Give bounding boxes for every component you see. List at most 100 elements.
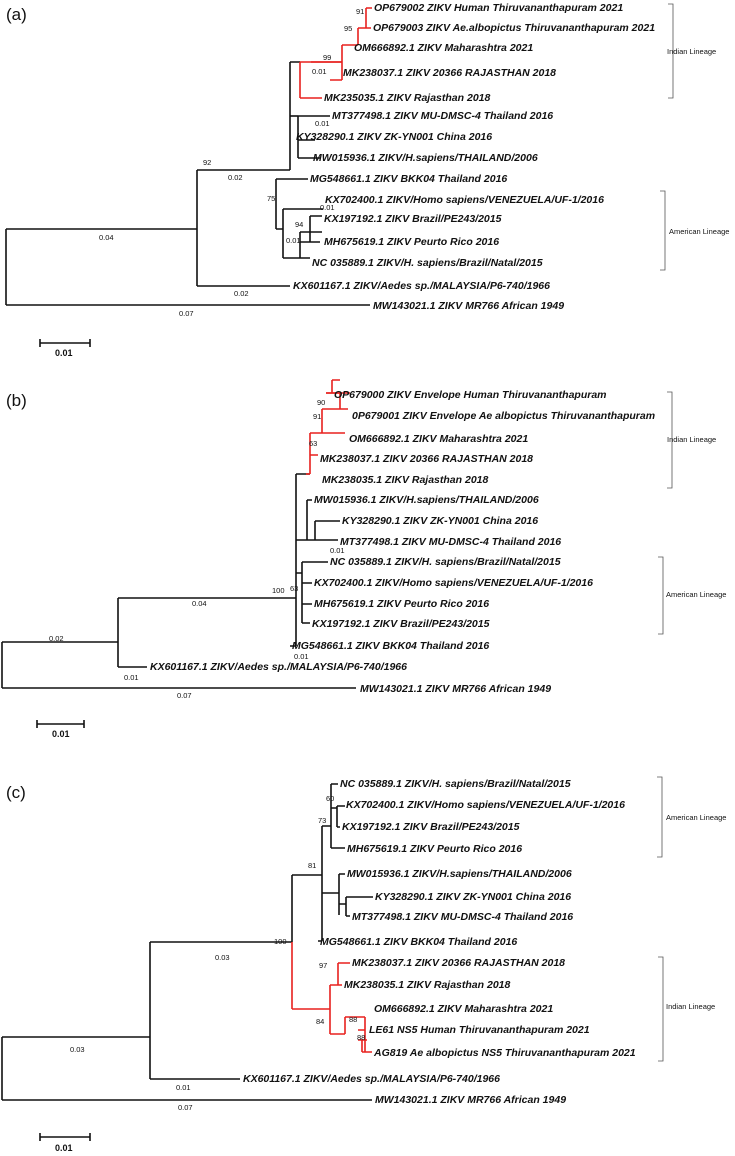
bootstrap-value: 94 xyxy=(295,220,303,229)
tip-label: OP679002 ZIKV Human Thiruvananthapuram 2… xyxy=(374,2,623,14)
panel-c: (c) NC 035889.1 ZIKV/H. sapiens/Brazil/N… xyxy=(1,776,726,1153)
tip-label: NC 035889.1 ZIKV/H. sapiens/Brazil/Natal… xyxy=(330,556,561,568)
tip-label: MT377498.1 ZIKV MU-DMSC-4 Thailand 2016 xyxy=(352,911,573,923)
lineage-bracket xyxy=(657,776,663,858)
tip-label: KX601167.1 ZIKV/Aedes sp./MALAYSIA/P6-74… xyxy=(293,280,550,292)
bootstrap-value: 97 xyxy=(319,961,327,970)
branch-length: 0.01 xyxy=(315,119,330,128)
branch-length: 0.01 xyxy=(286,236,301,245)
panel-a-label: (a) xyxy=(6,5,27,24)
lineage-label: Indian Lineage xyxy=(667,47,716,56)
tip-label: OP679000 ZIKV Envelope Human Thiruvanant… xyxy=(334,389,607,401)
tip-label: MH675619.1 ZIKV Peurto Rico 2016 xyxy=(314,598,489,610)
tip-label: 0P679001 ZIKV Envelope Ae albopictus Thi… xyxy=(352,410,655,422)
bootstrap-value: 91 xyxy=(356,7,364,16)
branch-length: 0.01 xyxy=(124,673,139,682)
scale-bar-label: 0.01 xyxy=(55,1143,73,1153)
branch-length: 0.01 xyxy=(330,546,345,555)
scale-bar xyxy=(39,339,91,347)
branch-length: 0.01 xyxy=(176,1083,191,1092)
tip-label: MG548661.1 ZIKV BKK04 Thailand 2016 xyxy=(310,173,507,185)
tip-label: AG819 Ae albopictus NS5 Thiruvananthapur… xyxy=(373,1047,636,1059)
panel-c-label: (c) xyxy=(6,783,26,802)
tip-label: MW143021.1 ZIKV MR766 African 1949 xyxy=(375,1094,566,1106)
scale-bar-label: 0.01 xyxy=(52,729,70,739)
tip-label: OM666892.1 ZIKV Maharashtra 2021 xyxy=(374,1003,553,1015)
tip-label: MW143021.1 ZIKV MR766 African 1949 xyxy=(360,683,551,695)
tip-label: KX601167.1 ZIKV/Aedes sp./MALAYSIA/P6-74… xyxy=(243,1073,500,1085)
lineage-bracket xyxy=(667,391,673,489)
tip-label: MK238035.1 ZIKV Rajasthan 2018 xyxy=(322,474,488,486)
panel-b: (b) OP679000 ZIKV Envelope Human Thiruva… xyxy=(1,379,726,739)
lineage-bracket xyxy=(658,556,664,635)
branch-length: 0.02 xyxy=(49,634,64,643)
tip-label: KX702400.1 ZIKV/Homo sapiens/VENEZUELA/U… xyxy=(314,577,593,589)
tip-label: MG548661.1 ZIKV BKK04 Thailand 2016 xyxy=(292,640,489,652)
tip-label: NC 035889.1 ZIKV/H. sapiens/Brazil/Natal… xyxy=(340,778,571,790)
tip-label: MT377498.1 ZIKV MU-DMSC-4 Thailand 2016 xyxy=(340,536,561,548)
bootstrap-value: 99 xyxy=(323,53,331,62)
tip-label: KX601167.1 ZIKV/Aedes sp./MALAYSIA/P6-74… xyxy=(150,661,407,673)
scale-bar-label: 0.01 xyxy=(55,348,73,358)
branch-length: 0.07 xyxy=(178,1103,193,1112)
branch-length: 0.07 xyxy=(177,691,192,700)
tip-label: KY328290.1 ZIKV ZK-YN001 China 2016 xyxy=(342,515,538,527)
tip-label: MW143021.1 ZIKV MR766 African 1949 xyxy=(373,300,564,312)
bootstrap-value: 92 xyxy=(203,158,211,167)
branch-length: 0.01 xyxy=(312,67,327,76)
branch-length: 0.04 xyxy=(99,233,114,242)
bootstrap-value: 90 xyxy=(317,398,325,407)
scale-bar xyxy=(39,1133,91,1141)
tip-label: MK238037.1 ZIKV 20366 RAJASTHAN 2018 xyxy=(320,453,533,465)
tip-label: MG548661.1 ZIKV BKK04 Thailand 2016 xyxy=(320,936,517,948)
tip-label: MK235035.1 ZIKV Rajasthan 2018 xyxy=(324,92,490,104)
bootstrap-value: 95 xyxy=(344,24,352,33)
tip-label: OM666892.1 ZIKV Maharashtra 2021 xyxy=(354,42,533,54)
tip-label: MK238037.1 ZIKV 20366 RAJASTHAN 2018 xyxy=(343,67,556,79)
tip-label: OP679003 ZIKV Ae.albopictus Thiruvananth… xyxy=(373,22,655,34)
branch-length: 0.07 xyxy=(179,309,194,318)
lineage-label: Indian Lineage xyxy=(667,435,716,444)
branch-length: 0.01 xyxy=(294,652,309,661)
tip-label: MW015936.1 ZIKV/H.sapiens/THAILAND/2006 xyxy=(314,494,539,506)
tip-label: KX197192.1 ZIKV Brazil/PE243/2015 xyxy=(324,213,502,225)
panel-b-label: (b) xyxy=(6,391,27,410)
branch-length: 0.01 xyxy=(320,203,335,212)
tip-label: KX702400.1 ZIKV/Homo sapiens/VENEZUELA/U… xyxy=(325,194,604,206)
bootstrap-value: 63 xyxy=(309,439,317,448)
branch-length: 0.03 xyxy=(215,953,230,962)
bootstrap-value: 60 xyxy=(326,794,334,803)
lineage-bracket xyxy=(668,3,674,99)
bootstrap-value: 81 xyxy=(308,861,316,870)
lineage-label: American Lineage xyxy=(666,813,726,822)
lineage-bracket xyxy=(660,190,666,271)
lineage-bracket xyxy=(658,956,664,1062)
branch-length: 0.02 xyxy=(228,173,243,182)
bootstrap-value: 88 xyxy=(357,1033,365,1042)
branch-length: 0.03 xyxy=(70,1045,85,1054)
bootstrap-value: 91 xyxy=(313,412,321,421)
bootstrap-value: 88 xyxy=(349,1015,357,1024)
tip-label: MT377498.1 ZIKV MU-DMSC-4 Thailand 2016 xyxy=(332,110,553,122)
tip-label: MK238035.1 ZIKV Rajasthan 2018 xyxy=(344,979,510,991)
bootstrap-value: 63 xyxy=(290,584,298,593)
bootstrap-value: 100 xyxy=(272,586,285,595)
branch-length: 0.02 xyxy=(234,289,249,298)
lineage-label: American Lineage xyxy=(669,227,729,236)
bootstrap-value: 84 xyxy=(316,1017,324,1026)
tip-label: MK238037.1 ZIKV 20366 RAJASTHAN 2018 xyxy=(352,957,565,969)
tip-label: MH675619.1 ZIKV Peurto Rico 2016 xyxy=(347,843,522,855)
tip-label: KX197192.1 ZIKV Brazil/PE243/2015 xyxy=(312,618,490,630)
panel-a: (a) OP679002 ZIKV Human Thiruvananthapur… xyxy=(5,2,729,358)
tip-label: KY328290.1 ZIKV ZK-YN001 China 2016 xyxy=(296,131,492,143)
tip-label: NC 035889.1 ZIKV/H. sapiens/Brazil/Natal… xyxy=(312,257,543,269)
tip-label: KX197192.1 ZIKV Brazil/PE243/2015 xyxy=(342,821,520,833)
lineage-label: American Lineage xyxy=(666,590,726,599)
bootstrap-value: 75 xyxy=(267,194,275,203)
tip-label: LE61 NS5 Human Thiruvananthapuram 2021 xyxy=(369,1024,590,1036)
bootstrap-value: 73 xyxy=(318,816,326,825)
tip-label: KX702400.1 ZIKV/Homo sapiens/VENEZUELA/U… xyxy=(346,799,625,811)
tip-label: KY328290.1 ZIKV ZK-YN001 China 2016 xyxy=(375,891,571,903)
branch-length: 0.04 xyxy=(192,599,207,608)
